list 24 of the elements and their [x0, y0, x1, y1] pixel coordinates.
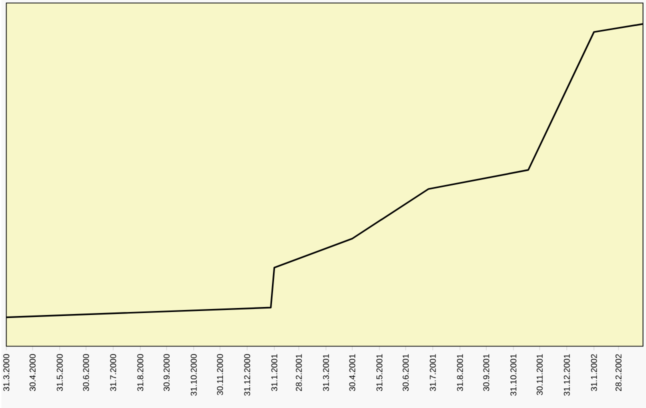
x-tick-label: 31.5.2000	[56, 354, 63, 391]
x-tick-label: 30.9.2001	[483, 354, 490, 391]
x-tick-label: 31.7.2000	[110, 354, 116, 391]
x-tick-label: 30.4.2001	[349, 354, 356, 391]
x-tick-label: 31.5.2001	[376, 354, 382, 391]
x-tick-label: 30.11.2001	[536, 354, 543, 396]
x-tick-label: 30.4.2000	[30, 354, 36, 391]
x-tick-label: 31.3.2001	[322, 354, 329, 391]
x-tick-label: 31.12.2001	[564, 354, 570, 396]
x-tick-label: 31.1.2002	[590, 354, 597, 391]
x-tick-label: 30.11.2000	[217, 354, 223, 396]
x-tick-label: 30.6.2000	[83, 354, 89, 391]
x-tick-label: 31.1.2001	[271, 354, 278, 391]
x-tick-label: 31.8.2000	[137, 354, 144, 391]
x-tick-label: 30.6.2001	[402, 354, 409, 391]
x-tick-label: 30.9.2000	[164, 354, 170, 391]
x-tick-label: 31.10.2001	[510, 354, 516, 396]
x-tick-label: 31.3.2000	[3, 354, 10, 391]
x-tick-label: 28.2.2001	[296, 354, 302, 391]
x-tick-label: 28.2.2002	[616, 354, 622, 391]
x-tick-label: 31.12.2000	[244, 354, 250, 396]
x-tick-label: 31.8.2001	[456, 354, 463, 391]
x-tick-label: 31.7.2001	[430, 354, 436, 391]
x-tick-label: 31.10.2000	[190, 354, 197, 396]
